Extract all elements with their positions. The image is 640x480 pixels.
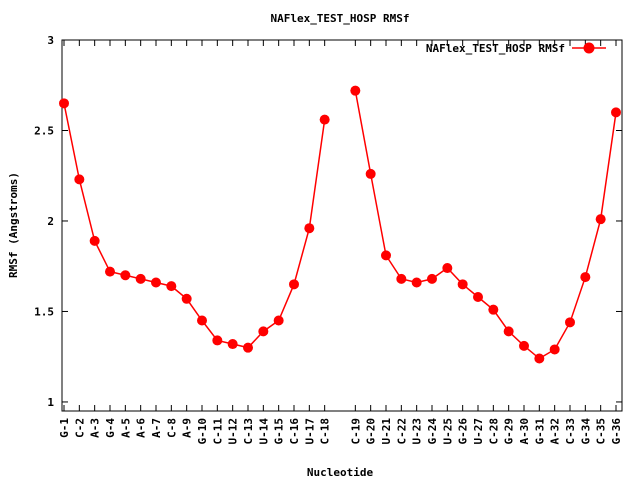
data-point	[442, 263, 453, 274]
data-point	[549, 344, 560, 355]
data-point	[534, 353, 545, 364]
data-point	[595, 214, 606, 225]
series-line	[63, 103, 326, 349]
data-point	[120, 270, 131, 281]
x-tick-label: G-15	[273, 418, 286, 445]
x-tick-label: G-4	[104, 418, 117, 438]
x-tick-label: A-30	[518, 418, 531, 445]
data-point	[135, 273, 146, 284]
data-point	[411, 277, 422, 288]
x-tick-label: C-8	[165, 418, 178, 438]
x-tick-label: U-12	[227, 418, 240, 445]
x-tick-label: C-35	[595, 418, 608, 445]
data-point	[488, 304, 499, 315]
x-tick-label: C-16	[288, 418, 301, 445]
data-point	[59, 98, 69, 109]
x-tick-label: C-11	[211, 418, 224, 445]
x-tick-label: G-26	[457, 418, 470, 445]
x-tick-label: U-27	[472, 418, 485, 445]
data-point	[289, 279, 299, 290]
y-tick-label: 1.5	[34, 305, 54, 318]
data-point	[212, 335, 223, 346]
y-tick-label: 3	[47, 34, 54, 47]
x-tick-label: C-18	[319, 418, 332, 445]
data-point	[319, 114, 330, 125]
y-tick-label: 1	[47, 396, 54, 409]
plot-frame	[61, 39, 623, 412]
data-point	[580, 272, 591, 283]
data-point	[457, 279, 468, 290]
x-tick-label: C-19	[349, 418, 362, 445]
x-tick-label: G-24	[426, 418, 439, 445]
x-tick-label: A-3	[89, 418, 102, 438]
y-axis-label: RMSf (Angstroms)	[7, 172, 20, 278]
legend-label: NAFlex_TEST_HOSP RMSf	[426, 42, 565, 55]
data-point	[427, 273, 437, 284]
x-tick-label: G-34	[579, 418, 592, 445]
x-tick-label: U-25	[441, 418, 454, 445]
x-tick-label: U-23	[411, 418, 424, 445]
data-point	[503, 326, 514, 337]
data-point	[227, 339, 238, 350]
legend: NAFlex_TEST_HOSP RMSf	[426, 42, 606, 55]
x-tick-label: C-13	[242, 418, 255, 445]
data-point	[396, 273, 407, 284]
x-tick-label: U-17	[303, 418, 316, 445]
data-point	[243, 342, 253, 353]
x-tick-label: G-29	[503, 418, 516, 445]
data-point	[181, 293, 192, 304]
x-tick-label: C-28	[487, 418, 500, 445]
data-point	[74, 174, 85, 185]
data-point	[611, 107, 621, 118]
data-point	[365, 168, 376, 179]
data-point	[166, 281, 177, 292]
x-tick-label: G-36	[610, 418, 623, 445]
x-tick-label: C-2	[73, 418, 86, 438]
data-point	[258, 326, 269, 337]
x-tick-label: C-22	[395, 418, 408, 445]
legend-marker	[583, 42, 595, 54]
x-tick-label: A-9	[181, 418, 194, 438]
x-tick-label: U-21	[380, 418, 393, 445]
x-axis: G-1 C-2 A-3 G-4 A-5 A-6 A-7 C-8 A-9 G-10 C-11 U-12 C…	[58, 40, 623, 445]
series-line	[354, 90, 617, 360]
data-point	[350, 85, 361, 96]
data-point	[273, 315, 284, 326]
x-tick-label: G-10	[196, 418, 209, 445]
x-tick-label: G-31	[533, 418, 546, 445]
x-tick-label: G-1	[58, 418, 71, 438]
x-tick-label: A-6	[135, 418, 148, 438]
y-tick-label: 2.5	[34, 124, 54, 137]
data-point	[151, 277, 161, 288]
chart-title: NAFlex_TEST_HOSP RMSf	[270, 12, 409, 25]
data-point	[197, 315, 207, 326]
x-tick-label: A-5	[119, 418, 132, 438]
data-point	[105, 266, 115, 277]
data-point	[304, 223, 315, 234]
data-point	[381, 250, 391, 261]
x-tick-label: G-20	[365, 418, 378, 445]
y-tick-label: 2	[47, 215, 54, 228]
x-tick-label: A-32	[549, 418, 562, 445]
x-tick-label: C-33	[564, 418, 577, 445]
data-point	[89, 235, 100, 246]
data-point	[473, 291, 483, 302]
data-point	[519, 340, 529, 351]
data-point	[565, 317, 575, 328]
x-tick-label: A-7	[150, 418, 163, 438]
series-layer	[59, 85, 621, 364]
x-tick-label: U-14	[257, 418, 270, 445]
x-axis-label: Nucleotide	[307, 466, 374, 479]
y-axis: 1 1.5 2 2.5 3	[34, 34, 622, 409]
